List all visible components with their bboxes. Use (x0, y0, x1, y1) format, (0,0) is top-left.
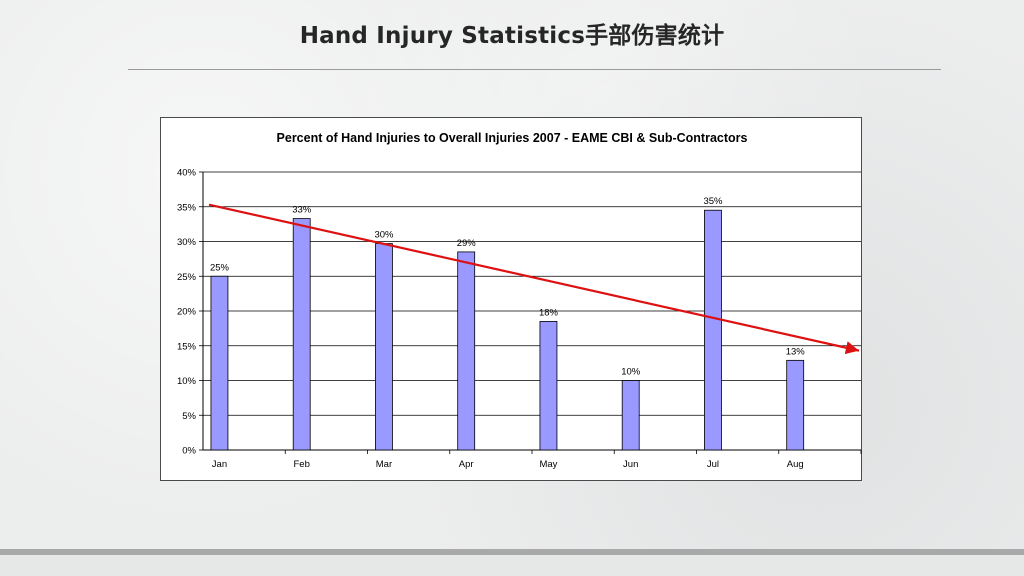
slide-title: Hand Injury Statistics手部伤害统计 (299, 23, 725, 49)
y-tick-label: 35% (177, 202, 197, 213)
y-tick-label: 15% (177, 341, 197, 352)
bar-apr (457, 251, 476, 451)
x-tick-label: Feb (294, 459, 310, 470)
bar-mar (375, 243, 393, 451)
x-tick-label: May (539, 459, 557, 470)
x-tick-label: Jul (707, 459, 719, 470)
x-tick-label: Jan (212, 459, 227, 470)
y-tick-label: 0% (182, 446, 196, 457)
bar-feb (292, 218, 311, 451)
bar-jan (210, 275, 229, 451)
x-tick-label: Mar (376, 459, 392, 470)
trendline (208, 203, 860, 355)
data-label: 35% (703, 196, 723, 207)
bar-may (539, 321, 558, 451)
x-tick-label: Aug (787, 459, 804, 470)
bar-jul (704, 209, 722, 451)
x-tick-label: Jun (623, 459, 638, 470)
data-label: 18% (539, 307, 559, 318)
data-label: 13% (786, 346, 806, 357)
y-tick-label: 25% (177, 272, 197, 283)
footer-strip (0, 555, 1024, 576)
axes: 0% 5% 10% 15% 20% 25% 30% 35% 40% Jan Feb Mar Apr May… (177, 168, 862, 470)
y-tick-label: 40% (177, 168, 197, 179)
y-tick-label: 5% (182, 411, 196, 422)
data-label: 25% (210, 262, 230, 273)
chart-panel: Percent of Hand Injuries to Overall Inju… (160, 117, 862, 481)
trendline (208, 203, 860, 355)
bar-jun (621, 380, 640, 451)
footer-band (0, 549, 1024, 555)
data-label: 33% (292, 205, 312, 216)
title-divider (128, 69, 941, 70)
data-label: 29% (457, 238, 477, 249)
data-label: 10% (621, 367, 641, 378)
data-label: 30% (374, 230, 394, 241)
y-tick-label: 20% (177, 307, 197, 318)
y-tick-label: 10% (177, 376, 197, 387)
bar-chart: Percent of Hand Injuries to Overall Inju… (177, 131, 862, 470)
chart-title: Percent of Hand Injuries to Overall Inju… (277, 131, 748, 145)
bar-aug (786, 359, 805, 451)
x-tick-label: Apr (459, 459, 474, 470)
data-labels: 25% 33% 30% 29% 18% 10% 35% 13% (210, 196, 805, 377)
y-tick-label: 30% (177, 237, 197, 248)
bars (210, 209, 805, 451)
